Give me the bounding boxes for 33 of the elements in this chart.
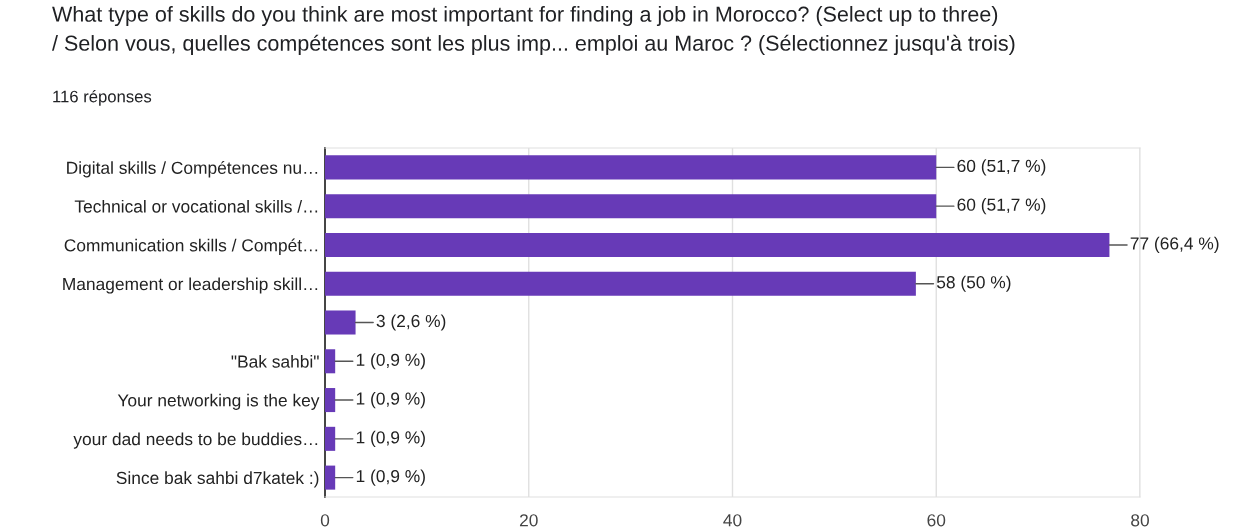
bar	[325, 310, 356, 335]
data-label: 58 (50 %)	[936, 275, 1011, 292]
x-tick-label: 80	[1131, 514, 1149, 527]
x-tick-label: 20	[519, 514, 538, 527]
y-tick-label: Communication skills / Compét…	[64, 238, 318, 255]
data-label: 1 (0,9 %)	[356, 430, 425, 447]
y-tick-label: Digital skills / Compétences nu…	[67, 161, 318, 178]
bar	[325, 271, 916, 296]
x-tick-label: 0	[320, 514, 330, 527]
chart-title: What type of skills do you think are most important for finding a job in Morocco? (Select up to three) / Selon vous, quelles compétences sont les plus imp... emploi au Maroc ? (Sélectionnez jusqu'à trois)	[52, 6, 1015, 56]
bar	[325, 465, 336, 490]
text: 116 réponses	[53, 90, 152, 106]
data-label: 1 (0,9 %)	[356, 391, 425, 409]
x-tick-label: 60	[927, 514, 946, 527]
bar	[325, 349, 336, 374]
data-label: 77 (66,4 %)	[1130, 236, 1219, 254]
data-label: 1 (0,9 %)	[356, 469, 425, 486]
y-tick-label: your dad needs to be buddies…	[73, 432, 318, 449]
data-label: 60 (51,7 %)	[957, 159, 1046, 176]
y-tick-label: Management or leadership skill…	[63, 277, 318, 294]
data-label: 3 (2,6 %)	[376, 314, 446, 331]
x-tick-label: 40	[723, 514, 742, 527]
y-tick-label: Since bak sahbi d7katek :)	[116, 471, 319, 488]
bar	[325, 388, 336, 413]
data-label: 60 (51,7 %)	[957, 198, 1046, 215]
bar	[325, 194, 937, 219]
data-label: 1 (0,9 %)	[356, 353, 425, 370]
y-tick-label: "Bak sahbi"	[231, 354, 319, 368]
bar	[325, 232, 1110, 257]
bar	[325, 155, 937, 180]
bar	[325, 426, 336, 451]
y-tick-label: Technical or vocational skills /…	[74, 199, 318, 213]
y-tick-label: Your networking is the key	[117, 393, 320, 410]
